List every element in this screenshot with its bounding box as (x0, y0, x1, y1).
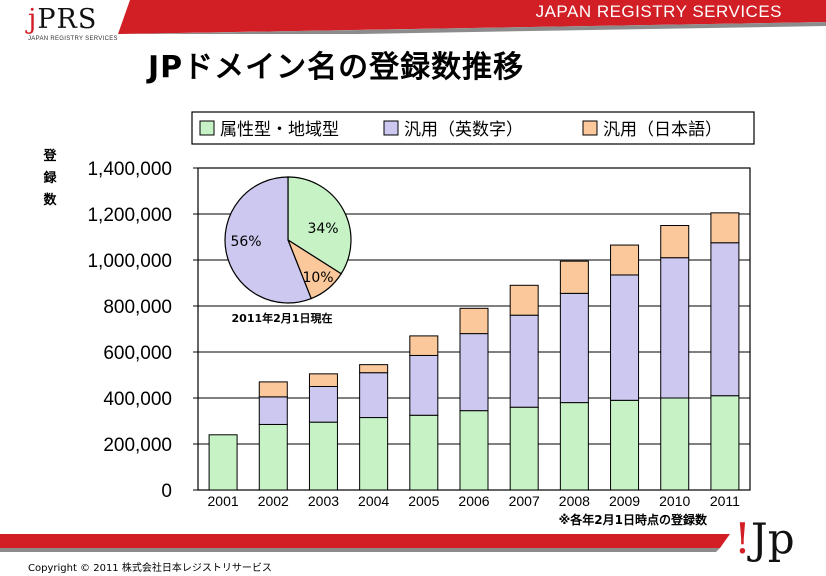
bar-segment-hanyo-eisu (258, 396, 288, 425)
y-tick-label: 0 (161, 481, 172, 502)
x-tick-label: 2001 (208, 493, 239, 509)
pie-caption: 2011年2月1日現在 (232, 311, 333, 325)
x-tick-label: 2003 (308, 493, 339, 509)
bar-segment-hanyo-nihongo (509, 284, 539, 316)
bar-segment-hanyo-eisu (409, 354, 439, 416)
bar-segment-hanyo-eisu (509, 314, 539, 408)
bar-segment-hanyo-eisu (710, 242, 740, 397)
x-tick-label: 2002 (258, 493, 289, 509)
bar-segment-hanyo-nihongo (258, 381, 288, 398)
logo-text: jPRS (28, 4, 98, 35)
bar-segment-hanyo-nihongo (409, 335, 439, 356)
logo-j: j (28, 4, 38, 35)
bar-segment-hanyo-nihongo (359, 364, 389, 374)
bar-segment-hanyo-nihongo (610, 244, 640, 276)
bar-segment-zokusei (559, 402, 589, 491)
header-band (118, 0, 826, 34)
page-title: JPドメイン名の登録数推移 (148, 50, 525, 85)
legend-swatch (582, 120, 598, 136)
bar-segment-zokusei (509, 406, 539, 491)
y-tick-label: 1,200,000 (87, 205, 172, 226)
y-tick-label: 1,400,000 (87, 159, 172, 180)
pie-slice-label: 10% (302, 270, 333, 286)
bar-segment-hanyo-nihongo (660, 225, 690, 259)
pie-slice-label: 34% (307, 221, 338, 237)
y-tick-label: 800,000 (103, 297, 172, 318)
legend-box (191, 111, 755, 145)
registration-chart: 0 200,000 400,000 600,000 800,000 1,000,000 1,… (42, 111, 755, 527)
y-tick-label: 600,000 (103, 343, 172, 364)
bar-segment-hanyo-eisu (359, 372, 389, 419)
y-tick-label: 1,000,000 (87, 251, 172, 272)
jp-logo-bang: ! (734, 514, 751, 563)
y-axis-label-char: 録 (43, 170, 57, 186)
bar-segment-zokusei (409, 414, 439, 491)
bar-segment-hanyo-eisu (559, 292, 589, 404)
bar-segment-zokusei (459, 410, 489, 491)
copyright-text: Copyright © 2011 株式会社日本レジストリサービス (28, 563, 272, 574)
jp-logo: !Jp (734, 514, 795, 563)
legend-label: 汎用（英数字） (404, 120, 523, 140)
bar-segment-zokusei (208, 434, 238, 491)
bar-segment-zokusei (258, 423, 288, 491)
bar-segment-zokusei (359, 417, 389, 491)
bar-segment-hanyo-eisu (610, 274, 640, 401)
y-axis-label-char: 登 (42, 148, 57, 164)
x-tick-label: 2009 (609, 493, 640, 509)
x-tick-label: 2007 (509, 493, 540, 509)
bar-segment-hanyo-eisu (660, 257, 690, 399)
y-tick-label: 200,000 (103, 435, 172, 456)
company-banner: JAPAN REGISTRY SERVICES (535, 2, 782, 21)
legend-label: 属性型・地域型 (220, 120, 339, 140)
legend-label: 汎用（日本語） (603, 120, 722, 140)
x-tick-label: 2005 (408, 493, 439, 509)
bar-segment-zokusei (610, 399, 640, 491)
y-tick-label: 400,000 (103, 389, 172, 410)
bar-segment-hanyo-eisu (308, 386, 338, 423)
bar-segment-hanyo-nihongo (710, 212, 740, 244)
legend-swatch (383, 120, 399, 136)
bar-segment-hanyo-eisu (459, 333, 489, 412)
x-tick-label: 2011 (710, 493, 740, 509)
logo-subtitle: JAPAN REGISTRY SERVICES (28, 36, 118, 42)
bar-segment-zokusei (710, 395, 740, 491)
x-tick-label: 2006 (458, 493, 489, 509)
y-axis-label-char: 数 (43, 192, 57, 208)
footer-band (0, 534, 730, 552)
x-tick-label: 2004 (358, 493, 389, 509)
legend-swatch (199, 120, 215, 136)
pie-slice (224, 176, 312, 304)
bar-segment-zokusei (308, 421, 338, 491)
x-tick-label: 2010 (659, 493, 690, 509)
bar-segment-zokusei (660, 397, 690, 491)
x-tick-label: 2008 (559, 493, 590, 509)
pie-slice-label: 56% (230, 234, 261, 250)
bar-segment-hanyo-nihongo (559, 260, 589, 294)
chart-annotation: ※各年2月1日時点の登録数 (559, 512, 708, 527)
bar-segment-hanyo-nihongo (459, 307, 489, 335)
jprs-logo: jPRS (28, 4, 97, 35)
bar-segment-hanyo-nihongo (308, 373, 338, 388)
